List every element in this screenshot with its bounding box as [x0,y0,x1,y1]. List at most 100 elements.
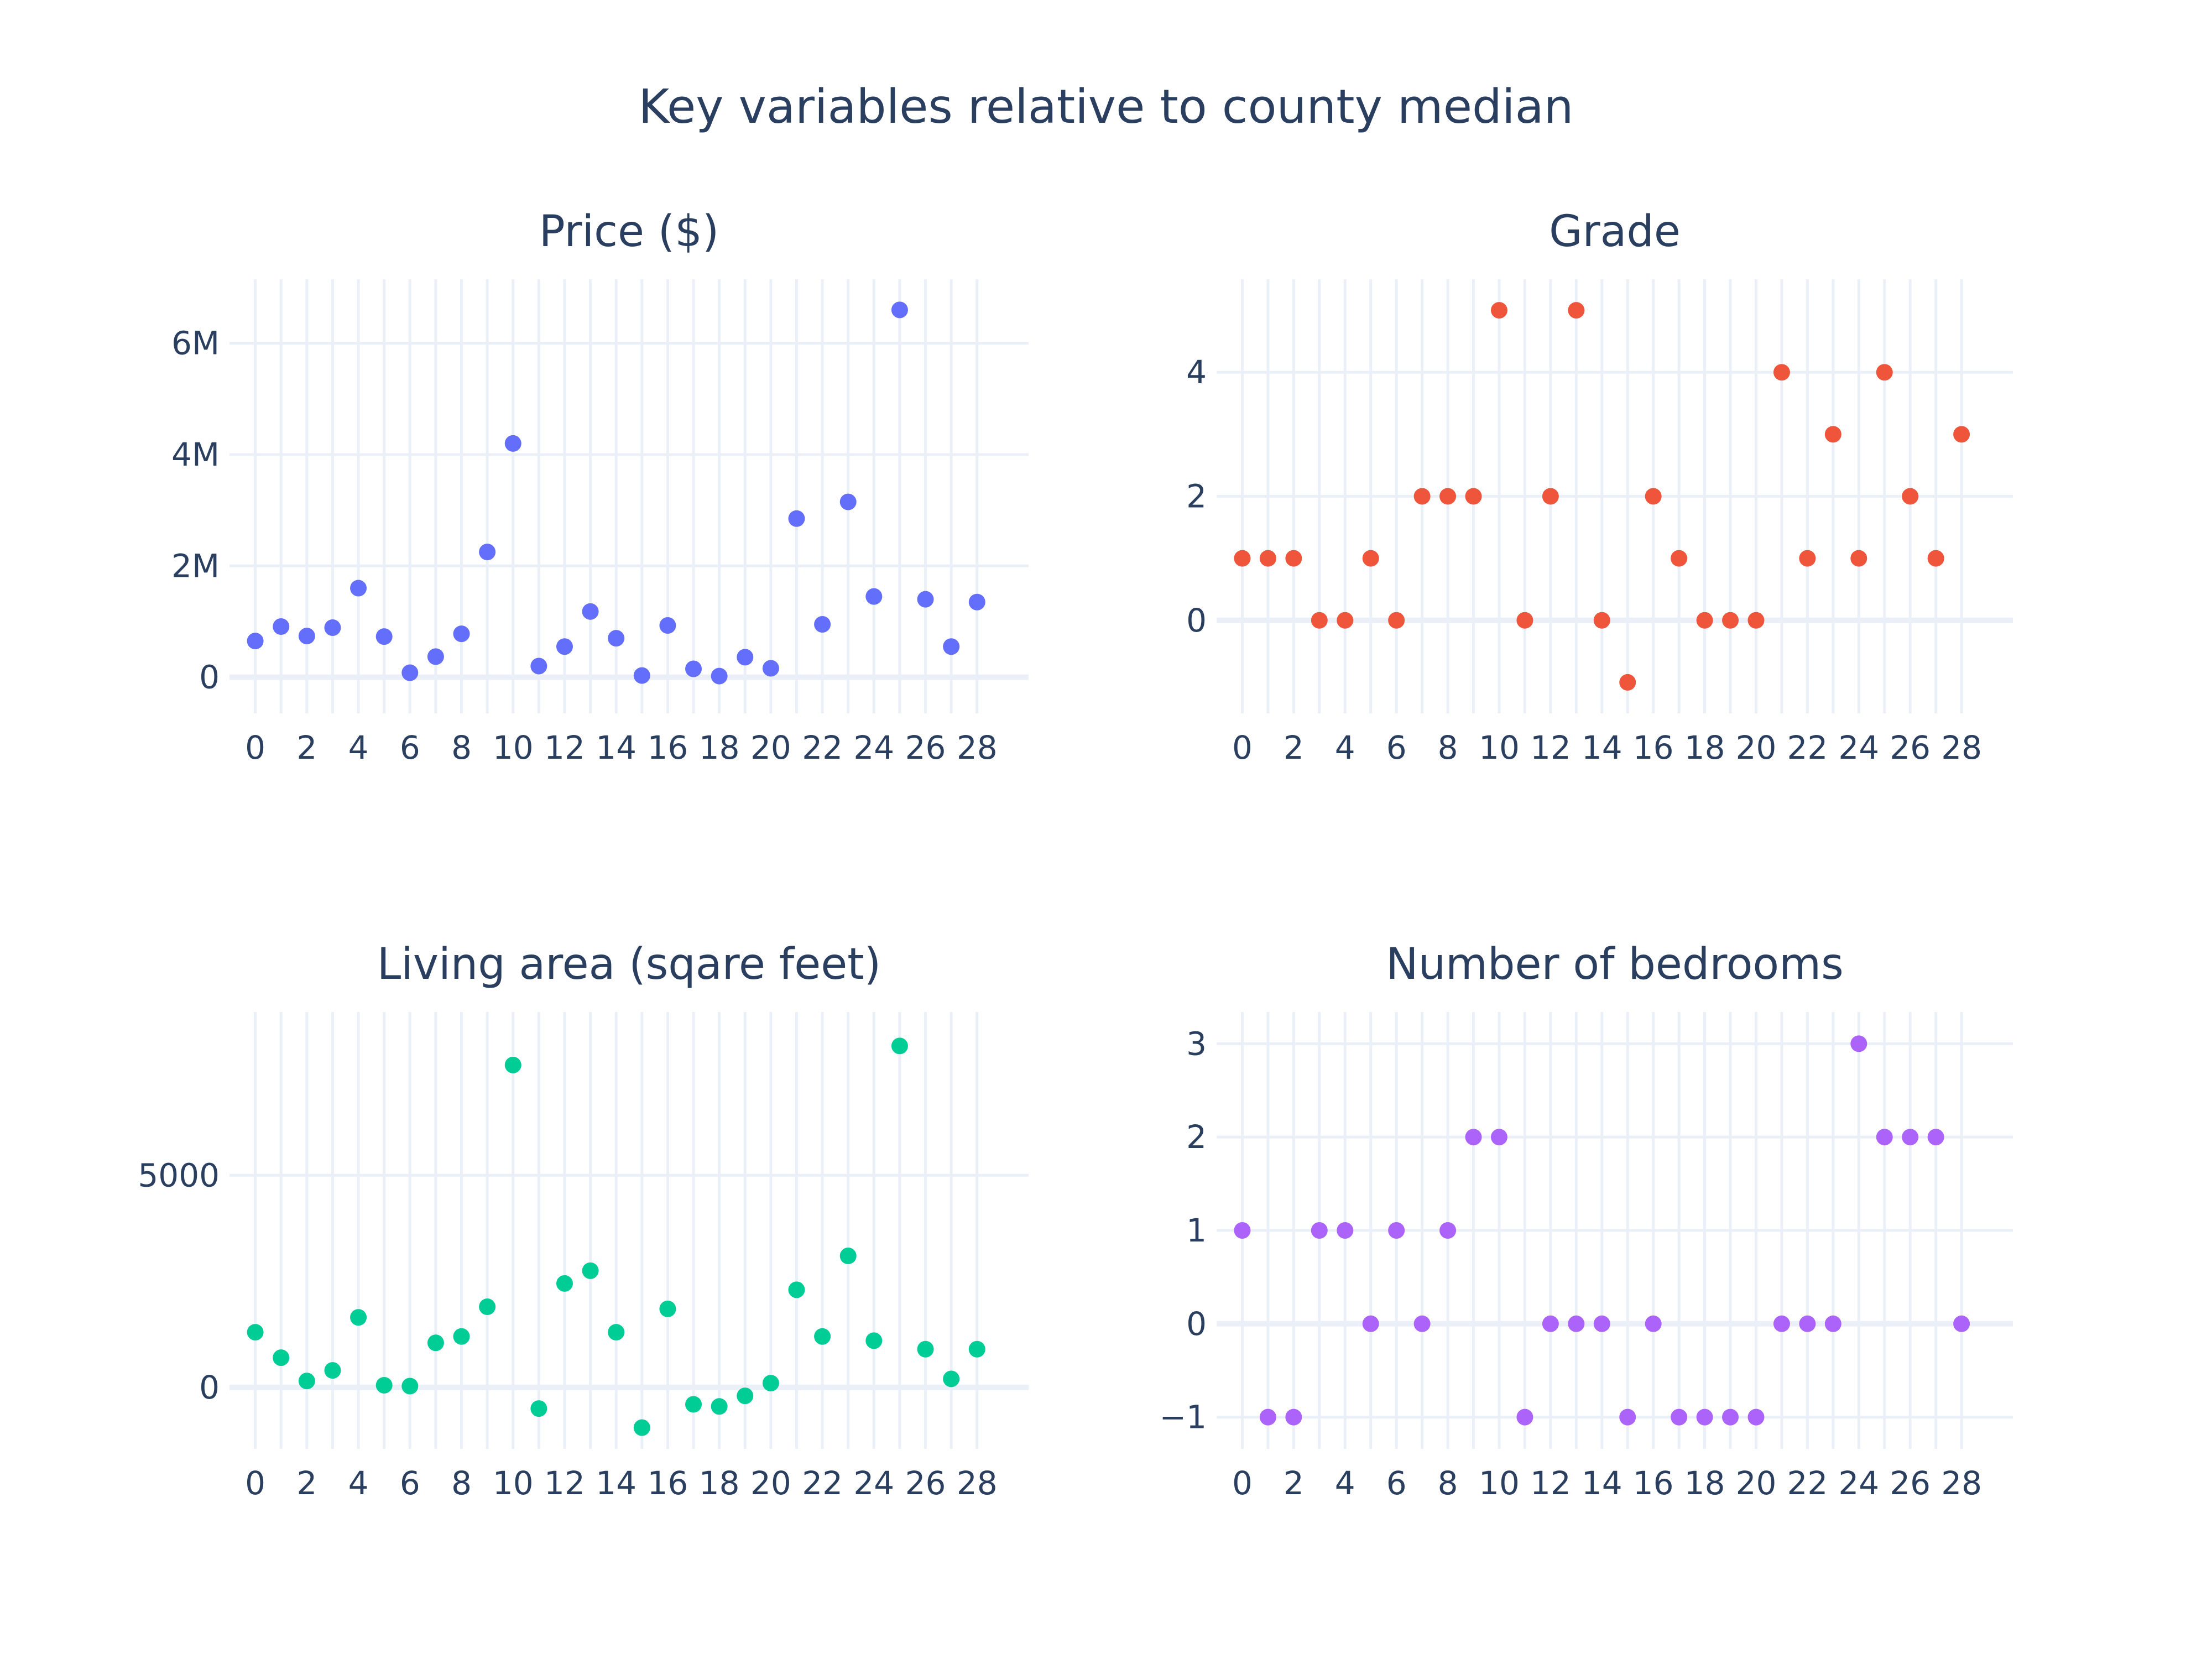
data-point-grade[interactable] [1696,612,1713,629]
data-point-bedrooms[interactable] [1876,1129,1893,1146]
data-point-grade[interactable] [1722,612,1739,629]
data-point-grade[interactable] [1362,550,1379,567]
data-point-price[interactable] [814,615,831,633]
data-point-price[interactable] [737,649,754,666]
data-point-price[interactable] [917,591,934,608]
data-point-bedrooms[interactable] [1902,1129,1919,1146]
data-point-bedrooms[interactable] [1439,1222,1457,1239]
data-point-grade[interactable] [1747,612,1765,629]
data-point-price[interactable] [762,660,779,677]
data-point-bedrooms[interactable] [1953,1315,1970,1332]
data-point-price[interactable] [247,633,264,650]
data-point-grade[interactable] [1645,488,1662,505]
data-point-bedrooms[interactable] [1490,1129,1507,1146]
data-point-price[interactable] [711,667,728,685]
data-point-bedrooms[interactable] [1619,1408,1636,1426]
data-point-living-area[interactable] [556,1275,573,1292]
data-point-price[interactable] [943,638,960,655]
data-point-living-area[interactable] [968,1340,985,1358]
data-point-price[interactable] [659,617,676,634]
data-point-living-area[interactable] [427,1334,444,1352]
data-point-bedrooms[interactable] [1799,1315,1816,1332]
data-point-living-area[interactable] [943,1370,960,1387]
data-point-bedrooms[interactable] [1671,1408,1688,1426]
data-point-living-area[interactable] [685,1396,702,1413]
data-point-living-area[interactable] [247,1324,264,1341]
data-point-bedrooms[interactable] [1311,1222,1328,1239]
data-point-living-area[interactable] [737,1387,754,1405]
data-point-price[interactable] [453,625,470,643]
data-point-living-area[interactable] [375,1376,393,1394]
data-point-living-area[interactable] [530,1400,547,1417]
data-point-grade[interactable] [1824,426,1841,443]
data-point-bedrooms[interactable] [1722,1408,1739,1426]
data-point-bedrooms[interactable] [1259,1408,1276,1426]
data-point-price[interactable] [273,618,290,635]
data-point-bedrooms[interactable] [1362,1315,1379,1332]
data-point-price[interactable] [427,648,444,665]
data-point-price[interactable] [479,544,496,561]
data-point-grade[interactable] [1542,488,1559,505]
data-point-bedrooms[interactable] [1824,1315,1841,1332]
data-point-price[interactable] [839,493,857,510]
data-point-living-area[interactable] [273,1349,290,1366]
data-point-living-area[interactable] [917,1340,934,1358]
data-point-living-area[interactable] [401,1378,419,1395]
data-point-grade[interactable] [1516,612,1533,629]
data-point-bedrooms[interactable] [1568,1315,1585,1332]
data-point-price[interactable] [891,301,908,319]
data-point-bedrooms[interactable] [1234,1222,1251,1239]
data-point-living-area[interactable] [350,1309,367,1326]
data-point-living-area[interactable] [324,1362,341,1379]
data-point-living-area[interactable] [891,1037,908,1055]
data-point-grade[interactable] [1490,302,1507,319]
data-point-bedrooms[interactable] [1388,1222,1405,1239]
data-point-price[interactable] [350,580,367,597]
data-point-living-area[interactable] [453,1328,470,1345]
data-point-grade[interactable] [1439,488,1457,505]
data-point-bedrooms[interactable] [1465,1129,1482,1146]
data-point-bedrooms[interactable] [1645,1315,1662,1332]
data-point-living-area[interactable] [788,1281,805,1298]
data-point-grade[interactable] [1465,488,1482,505]
data-point-grade[interactable] [1259,550,1276,567]
data-point-price[interactable] [324,619,341,637]
data-point-living-area[interactable] [865,1332,883,1349]
data-point-living-area[interactable] [298,1373,315,1390]
data-point-grade[interactable] [1850,550,1867,567]
data-point-grade[interactable] [1799,550,1816,567]
data-point-price[interactable] [582,603,599,620]
data-point-price[interactable] [530,658,547,675]
data-point-bedrooms[interactable] [1593,1315,1610,1332]
data-point-price[interactable] [968,593,985,611]
data-point-grade[interactable] [1568,302,1585,319]
data-point-bedrooms[interactable] [1337,1222,1354,1239]
data-point-living-area[interactable] [608,1324,625,1341]
data-point-bedrooms[interactable] [1542,1315,1559,1332]
data-point-living-area[interactable] [504,1056,521,1073]
data-point-grade[interactable] [1234,550,1251,567]
data-point-grade[interactable] [1593,612,1610,629]
data-point-living-area[interactable] [659,1300,676,1317]
data-point-price[interactable] [556,638,573,655]
data-point-living-area[interactable] [762,1375,779,1392]
data-point-living-area[interactable] [814,1328,831,1345]
data-point-grade[interactable] [1388,612,1405,629]
data-point-price[interactable] [504,435,521,452]
data-point-bedrooms[interactable] [1516,1408,1533,1426]
data-point-price[interactable] [865,588,883,605]
data-point-bedrooms[interactable] [1747,1408,1765,1426]
data-point-grade[interactable] [1311,612,1328,629]
data-point-price[interactable] [401,664,419,681]
data-point-price[interactable] [298,628,315,645]
data-point-grade[interactable] [1337,612,1354,629]
data-point-grade[interactable] [1285,550,1302,567]
data-point-living-area[interactable] [711,1398,728,1415]
data-point-grade[interactable] [1902,488,1919,505]
data-point-price[interactable] [685,660,702,677]
data-point-price[interactable] [788,510,805,527]
data-point-bedrooms[interactable] [1285,1408,1302,1426]
data-point-living-area[interactable] [633,1419,650,1436]
data-point-bedrooms[interactable] [1850,1035,1867,1052]
data-point-grade[interactable] [1876,364,1893,381]
